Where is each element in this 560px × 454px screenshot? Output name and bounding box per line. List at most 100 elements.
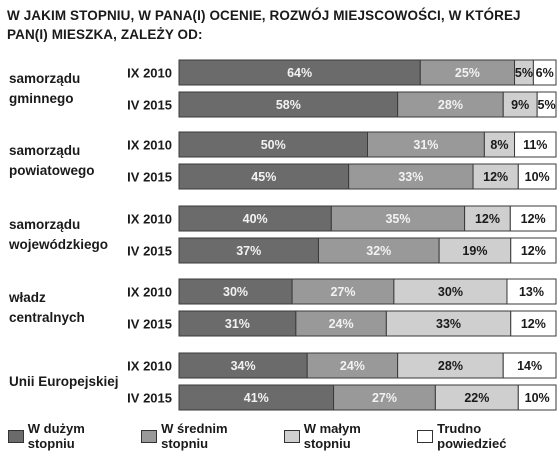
bar-segment-w-srednim xyxy=(295,310,387,337)
legend-label-w-srednim-stopniu: W średnim stopniu xyxy=(161,421,228,451)
group-label: wojewódzkiego xyxy=(8,237,108,252)
bar-segment-trudno xyxy=(510,237,557,264)
bar-segment-trudno xyxy=(517,384,557,411)
bar-segment-trudno xyxy=(517,163,557,190)
bar-value-label: 6% xyxy=(536,66,554,80)
bar-segment-w-malym xyxy=(483,131,516,158)
bar-value-label: 5% xyxy=(538,98,556,112)
bar-segment-w-malym xyxy=(385,310,512,337)
bar-value-label: 37% xyxy=(236,244,261,258)
bar-value-label: 41% xyxy=(244,391,269,405)
bar-value-label: 25% xyxy=(455,66,480,80)
row-label: IV 2015 xyxy=(127,170,172,185)
bar-value-label: 34% xyxy=(231,359,256,373)
bar-value-label: 33% xyxy=(436,317,461,331)
row-label: IV 2015 xyxy=(127,317,172,332)
bar-segment-trudno xyxy=(532,59,557,86)
bar-segment-w-srednim xyxy=(348,163,474,190)
bar-value-label: 10% xyxy=(525,391,550,405)
bar-segment-w-duzym xyxy=(178,59,421,86)
bar-value-label: 14% xyxy=(517,359,542,373)
bar-segment-w-duzym xyxy=(178,352,308,379)
bar-segment-w-duzym xyxy=(178,205,332,232)
bar-segment-w-duzym xyxy=(178,163,350,190)
group-label: centralnych xyxy=(9,310,85,325)
bar-segment-w-malym xyxy=(472,163,519,190)
bar-value-label: 64% xyxy=(287,66,312,80)
bar-segment-w-duzym xyxy=(178,131,368,158)
bar-value-label: 35% xyxy=(385,212,410,226)
bar-value-label: 31% xyxy=(413,138,438,152)
bar-segment-w-malym xyxy=(464,205,511,232)
bar-segment-trudno xyxy=(509,205,557,232)
legend-item-w-srednim-stopniu: W średnim stopniu xyxy=(141,421,276,451)
group-label: samorządu xyxy=(9,143,80,158)
bar-value-label: 19% xyxy=(462,244,487,258)
bar-value-label: 27% xyxy=(372,391,397,405)
bar-value-label: 31% xyxy=(225,317,250,331)
bar-value-label: 45% xyxy=(251,170,276,184)
legend-swatch-w-duzym-stopniu xyxy=(8,429,24,443)
bar-value-label: 32% xyxy=(366,244,391,258)
row-label: IX 2010 xyxy=(127,66,172,81)
bar-segment-w-malym xyxy=(434,384,519,411)
legend-label-w-duzym-stopniu: W dużym stopniu xyxy=(27,421,85,451)
legend-swatch-w-malym-stopniu xyxy=(283,429,300,443)
bar-value-label: 24% xyxy=(340,359,365,373)
bar-value-label: 50% xyxy=(261,138,286,152)
legend-swatch-trudno-powiedziec xyxy=(417,429,434,443)
row-label: IV 2015 xyxy=(127,391,172,406)
bar-value-label: 10% xyxy=(525,170,550,184)
bar-segment-w-malym xyxy=(397,352,504,379)
bar-value-label: 8% xyxy=(490,138,508,152)
bar-value-label: 30% xyxy=(223,285,248,299)
legend: W dużym stopniu W średnim stopniu W mały… xyxy=(8,421,560,451)
legend-item-w-duzym-stopniu: W dużym stopniu xyxy=(8,421,133,451)
bar-value-label: 58% xyxy=(276,98,301,112)
bar-value-label: 12% xyxy=(475,212,500,226)
bar-value-label: 24% xyxy=(329,317,354,331)
bar-segment-w-malym xyxy=(393,278,508,305)
row-label: IV 2015 xyxy=(127,98,172,113)
group-label: władz xyxy=(8,290,46,305)
bar-value-label: 22% xyxy=(464,391,489,405)
bar-segment-w-duzym xyxy=(178,384,335,411)
bar-segment-w-duzym xyxy=(178,278,293,305)
row-label: IX 2010 xyxy=(127,138,172,153)
bar-segment-trudno xyxy=(536,91,557,118)
chart-title: W JAKIM STOPNIU, W PANA(I) OCENIE, ROZWÓ… xyxy=(7,8,521,42)
bar-segment-w-duzym xyxy=(178,310,297,337)
bar-segment-trudno xyxy=(502,352,557,379)
bar-segment-w-srednim xyxy=(367,131,485,158)
bar-value-label: 28% xyxy=(438,359,463,373)
bar-value-label: 9% xyxy=(511,98,529,112)
bar-value-label: 12% xyxy=(521,212,546,226)
bar-value-label: 12% xyxy=(521,244,546,258)
bar-value-label: 11% xyxy=(523,138,547,152)
row-label: IX 2010 xyxy=(127,212,172,227)
row-label: IX 2010 xyxy=(127,359,172,374)
group-label: samorządu xyxy=(9,71,80,86)
bar-segment-w-duzym xyxy=(178,237,319,264)
bar-value-label: 13% xyxy=(519,285,544,299)
bar-value-label: 12% xyxy=(483,170,508,184)
legend-item-trudno-powiedziec: Trudno powiedzieć xyxy=(417,421,552,451)
group-label: powiatowego xyxy=(9,163,95,178)
bar-segment-trudno xyxy=(506,278,557,305)
bar-value-label: 5% xyxy=(515,66,533,80)
bar-segment-w-srednim xyxy=(291,278,395,305)
bar-segment-trudno xyxy=(510,310,557,337)
group-label: gminnego xyxy=(9,91,74,106)
bar-segment-w-srednim xyxy=(330,205,466,232)
bar-segment-w-srednim xyxy=(306,352,399,379)
bar-value-label: 40% xyxy=(243,212,268,226)
bar-value-label: 30% xyxy=(438,285,463,299)
bar-segment-w-srednim xyxy=(397,91,504,118)
legend-label-trudno-powiedziec: Trudno powiedzieć xyxy=(437,421,507,451)
bar-segment-w-srednim xyxy=(317,237,440,264)
group-label: samorządu xyxy=(9,217,80,232)
group-label: Unii Europejskiej xyxy=(9,374,119,389)
legend-label-w-malym-stopniu: W małym stopniu xyxy=(303,421,361,451)
row-label: IX 2010 xyxy=(127,285,172,300)
